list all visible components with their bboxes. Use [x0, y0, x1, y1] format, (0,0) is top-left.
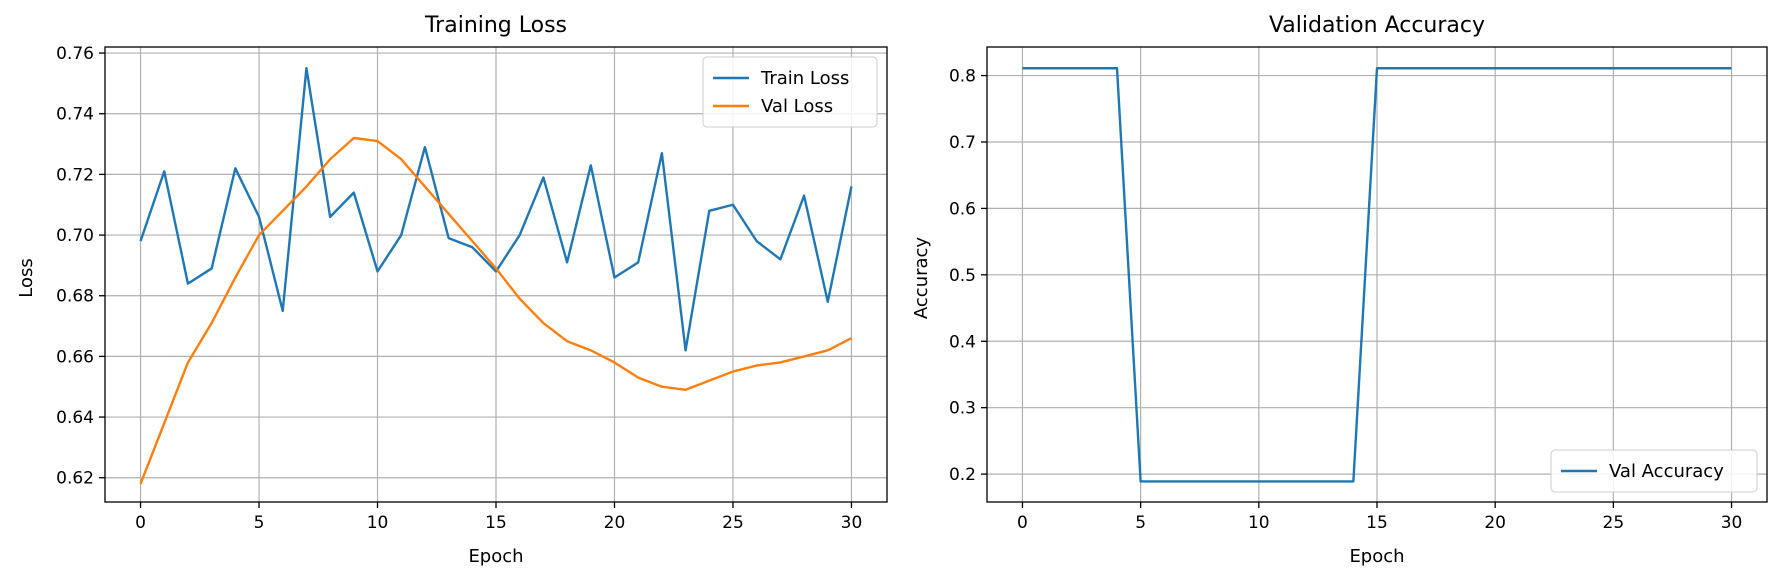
training-loss-xtick-label-5: 25 — [722, 513, 744, 533]
legend-label-train-loss: Train Loss — [760, 68, 849, 89]
validation-accuracy-xtick-label-4: 20 — [1484, 513, 1506, 533]
training-loss-series — [139, 67, 853, 485]
validation-accuracy-xtick-label-5: 25 — [1603, 513, 1625, 533]
validation-accuracy-chart: Validation Accuracy Epoch Accuracy 0 5 10 1… — [911, 13, 1768, 567]
series-val-loss-line — [139, 136, 853, 485]
training-loss-legend: Train Loss Val Loss — [702, 56, 878, 128]
training-loss-ytick-label-0: 0.62 — [56, 469, 94, 489]
training-loss-ytick-label-6: 0.74 — [56, 105, 94, 125]
training-loss-frame — [104, 46, 888, 503]
series-train-loss-line — [139, 67, 853, 352]
training-loss-xlabel: Epoch — [468, 546, 523, 567]
training-loss-title: Training Loss — [424, 13, 567, 38]
validation-accuracy-ytick-label-2: 0.4 — [949, 332, 976, 352]
training-loss-ytick-label-3: 0.68 — [56, 287, 94, 307]
validation-accuracy-ytick-label-1: 0.3 — [949, 399, 976, 419]
training-loss-legend-box — [702, 56, 878, 128]
validation-accuracy-xlabel: Epoch — [1349, 546, 1404, 567]
training-loss-chart: Training Loss Epoch Loss 0 5 10 15 20 25 30 0.6… — [16, 13, 888, 567]
validation-accuracy-xtick-label-2: 10 — [1248, 513, 1270, 533]
training-loss-xtick-label-2: 10 — [367, 513, 389, 533]
validation-accuracy-title: Validation Accuracy — [1269, 13, 1485, 38]
validation-accuracy-xtick-label-6: 30 — [1721, 513, 1743, 533]
validation-accuracy-xtick-label-1: 5 — [1135, 513, 1146, 533]
validation-accuracy-xtick-label-3: 15 — [1366, 513, 1388, 533]
validation-accuracy-legend-box — [1550, 449, 1758, 493]
training-loss-ytick-label-2: 0.66 — [56, 347, 94, 367]
validation-accuracy-ytick-label-3: 0.5 — [949, 266, 976, 286]
legend-label-val-accuracy: Val Accuracy — [1609, 461, 1724, 482]
validation-accuracy-ylabel: Accuracy — [911, 237, 932, 320]
validation-accuracy-xtick-label-0: 0 — [1017, 513, 1028, 533]
validation-accuracy-legend: Val Accuracy — [1550, 449, 1758, 493]
validation-accuracy-series — [1022, 67, 1732, 483]
validation-accuracy-ytick-label-4: 0.6 — [949, 199, 976, 219]
validation-accuracy-ytick-label-0: 0.2 — [949, 465, 976, 485]
validation-accuracy-ytick-label-6: 0.8 — [949, 67, 976, 87]
validation-accuracy-ytick-label-5: 0.7 — [949, 133, 976, 153]
training-loss-ylabel: Loss — [16, 258, 37, 297]
training-loss-ytick-label-5: 0.72 — [56, 165, 94, 185]
training-loss-ytick-label-1: 0.64 — [56, 408, 94, 428]
validation-accuracy-frame — [986, 46, 1768, 503]
training-loss-xtick-label-4: 20 — [604, 513, 626, 533]
training-loss-ytick-label-4: 0.70 — [56, 226, 94, 246]
validation-accuracy-ticks: 0 5 10 15 20 25 30 0.2 0.3 0.4 0.5 0.6 0.7 0.8 — [949, 67, 1742, 533]
training-loss-xtick-label-3: 15 — [485, 513, 507, 533]
training-loss-xtick-label-1: 5 — [254, 513, 265, 533]
legend-label-val-loss: Val Loss — [761, 96, 833, 117]
training-loss-ticks: 0 5 10 15 20 25 30 0.62 0.64 0.66 0.68 0.70 0.72 0.74… — [56, 44, 862, 533]
validation-accuracy-grid — [987, 47, 1767, 502]
series-val-accuracy-line — [1022, 67, 1732, 483]
training-loss-ytick-label-7: 0.76 — [56, 44, 94, 64]
training-loss-xtick-label-6: 30 — [841, 513, 863, 533]
training-loss-xtick-label-0: 0 — [135, 513, 146, 533]
